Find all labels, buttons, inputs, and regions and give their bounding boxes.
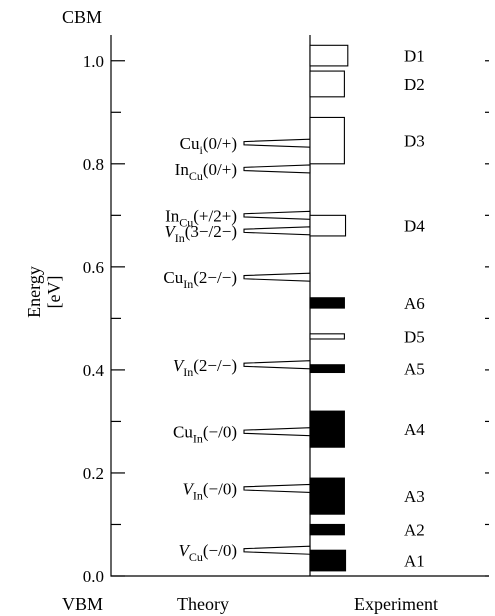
experiment-level-label: A4	[404, 420, 425, 439]
defect-site: In	[183, 277, 193, 291]
experiment-level-a4	[309, 410, 345, 448]
experiment-levels: D1 D2 D3 D4 A6 D5 A5 A4 A3 A2 A1	[309, 44, 425, 572]
experiment-level-a5	[309, 364, 345, 374]
theory-levels: Cui(0/+)InCu(0/+)InCu(+/2+)VIn(3−/2−)CuI…	[163, 134, 311, 564]
defect-symbol: Cu	[173, 423, 193, 442]
experiment-level-d4	[309, 214, 347, 237]
theory-level-v-cu-1-0: VCu(−/0)	[178, 541, 311, 564]
charge-transition: (2−/−)	[193, 268, 237, 287]
y-tick-label: 0.2	[83, 464, 104, 483]
theory-level-marker	[243, 138, 311, 148]
defect-site: Cu	[189, 169, 203, 183]
defect-symbol: V	[164, 222, 177, 241]
theory-level-label: VIn(−/0)	[182, 479, 237, 502]
axis-frame	[110, 35, 489, 577]
theory-level-label: Cui(0/+)	[180, 134, 237, 157]
defect-site: In	[193, 488, 203, 502]
charge-transition: (0/+)	[203, 134, 237, 153]
defect-site: In	[175, 231, 185, 245]
theory-level-in-cu-0-plus: InCu(0/+)	[175, 160, 311, 183]
experiment-level-label: D3	[404, 132, 425, 151]
theory-level-in-cu-plus-2plus: InCu(+/2+)	[165, 206, 311, 229]
experiment-level-a2	[309, 523, 345, 536]
y-tick-label: 0.0	[83, 567, 104, 586]
theory-level-marker	[243, 226, 311, 236]
experiment-level-label: D5	[404, 327, 425, 346]
theory-level-label: VCu(−/0)	[178, 541, 237, 564]
experiment-level-label: A3	[404, 487, 425, 506]
experiment-level-d1	[309, 44, 349, 67]
theory-level-v-in-1-0: VIn(−/0)	[182, 479, 311, 502]
y-axis-label: Energy	[24, 266, 44, 318]
defect-symbol: Cu	[163, 268, 183, 287]
cbm-label: CBM	[62, 7, 102, 27]
defect-site: Cu	[189, 550, 203, 564]
charge-transition: (2−/−)	[193, 356, 237, 375]
theory-level-label: CuIn(2−/−)	[163, 268, 237, 291]
defect-symbol: V	[182, 479, 195, 498]
theory-level-marker	[243, 210, 311, 220]
theory-level-marker	[243, 545, 311, 555]
theory-level-label: CuIn(−/0)	[173, 423, 237, 446]
defect-symbol: In	[175, 160, 190, 179]
experiment-level-d5	[309, 333, 345, 340]
experiment-level-a1	[309, 549, 347, 572]
theory-level-label: VIn(3−/2−)	[164, 222, 237, 245]
experiment-level-label: A1	[404, 552, 425, 571]
experiment-level-a6	[309, 297, 345, 309]
experiment-level-d3	[309, 116, 345, 165]
theory-level-v-in-3-2: VIn(3−/2−)	[164, 222, 311, 245]
y-tick-label: 1.0	[83, 52, 104, 71]
y-tick-label: 0.4	[83, 361, 105, 380]
charge-transition: (+/2+)	[193, 206, 237, 225]
experiment-level-label: D2	[404, 75, 425, 94]
charge-transition: (−/0)	[203, 541, 237, 560]
experiment-level-d2	[309, 70, 345, 98]
y-tick-label: 0.6	[83, 258, 104, 277]
theory-level-cu-in-1-0: CuIn(−/0)	[173, 423, 311, 446]
y-axis-unit: [eV]	[44, 276, 64, 309]
defect-site: Cu	[179, 215, 193, 229]
defect-site: In	[183, 365, 193, 379]
defect-symbol: V	[178, 541, 191, 560]
axes: 0.0 0.2 0.4 0.6 0.8 1.0	[83, 35, 489, 586]
charge-transition: (3−/2−)	[185, 222, 237, 241]
theory-level-cu-in-2-1: CuIn(2−/−)	[163, 268, 311, 291]
theory-level-marker	[243, 272, 311, 282]
experiment-level-label: A6	[404, 294, 425, 313]
vbm-label: VBM	[62, 594, 103, 614]
experiment-panel-label: Experiment	[354, 594, 438, 614]
experiment-level-label: A2	[404, 521, 425, 540]
defect-symbol: V	[173, 356, 186, 375]
y-tick-label: 0.8	[83, 155, 104, 174]
defect-site: i	[200, 143, 204, 157]
theory-level-marker	[243, 164, 311, 174]
theory-panel-label: Theory	[177, 594, 229, 614]
y-axis-label-group: Energy [eV]	[24, 266, 64, 318]
experiment-level-a3	[309, 477, 345, 515]
charge-transition: (−/0)	[203, 479, 237, 498]
experiment-level-label: D4	[404, 217, 425, 236]
defect-site: In	[193, 432, 203, 446]
theory-level-marker	[243, 360, 311, 370]
theory-level-label: InCu(0/+)	[175, 160, 237, 183]
theory-level-v-in-2-1: VIn(2−/−)	[173, 356, 311, 379]
theory-level-marker	[243, 427, 311, 437]
defect-symbol: Cu	[180, 134, 200, 153]
theory-level-label: InCu(+/2+)	[165, 206, 237, 229]
charge-transition: (−/0)	[203, 423, 237, 442]
defect-symbol: In	[165, 206, 180, 225]
experiment-level-label: D1	[404, 47, 425, 66]
experiment-level-label: A5	[404, 360, 425, 379]
theory-level-label: VIn(2−/−)	[173, 356, 237, 379]
theory-level-cu-i-0-plus: Cui(0/+)	[180, 134, 311, 157]
charge-transition: (0/+)	[203, 160, 237, 179]
theory-level-marker	[243, 483, 311, 493]
